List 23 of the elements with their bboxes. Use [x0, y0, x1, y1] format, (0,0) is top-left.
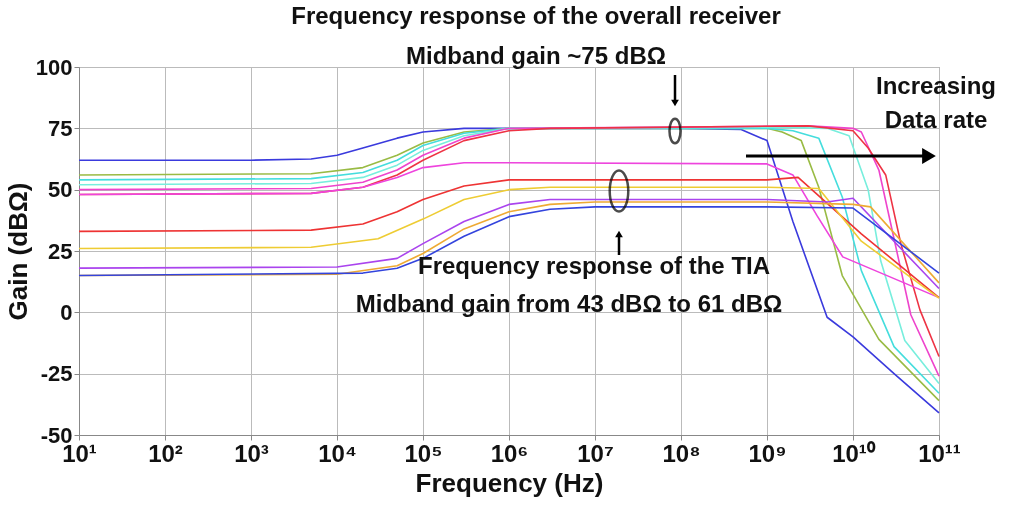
annotation: Increasing Data rate: [875, 72, 997, 133]
y-tick-label: 25: [48, 238, 73, 264]
x-tick-label: 10⁶: [490, 439, 529, 467]
y-axis-title: Gain (dBΩ): [2, 182, 33, 321]
x-tick-label: 10¹¹: [918, 439, 961, 467]
x-tick-label: 10¹⁰: [832, 439, 876, 467]
y-tick-label: 100: [35, 54, 73, 80]
y-tick-label: 0: [60, 299, 73, 325]
y-tick-label: 75: [48, 115, 73, 141]
y-tick-label: -25: [40, 361, 73, 387]
x-tick-label: 10⁸: [662, 439, 701, 467]
x-tick-label: 10⁷: [577, 439, 614, 467]
annotation: Midband gain from 43 dBΩ to 61 dBΩ: [355, 290, 783, 317]
x-axis-title: Frequency (Hz): [415, 467, 604, 498]
x-tick-label: 10⁵: [404, 439, 443, 467]
annotation: Frequency response of the TIA: [417, 252, 771, 279]
y-tick-label: 50: [48, 177, 73, 203]
annotation: Midband gain ~75 dBΩ: [406, 42, 666, 69]
x-tick-label: 10⁴: [318, 439, 357, 467]
text: Frequency response of the overall receiver: [291, 2, 781, 29]
x-tick-label: 10⁹: [748, 439, 787, 467]
x-tick-label: 10³: [234, 439, 269, 467]
x-tick-label: 10²: [148, 439, 183, 467]
